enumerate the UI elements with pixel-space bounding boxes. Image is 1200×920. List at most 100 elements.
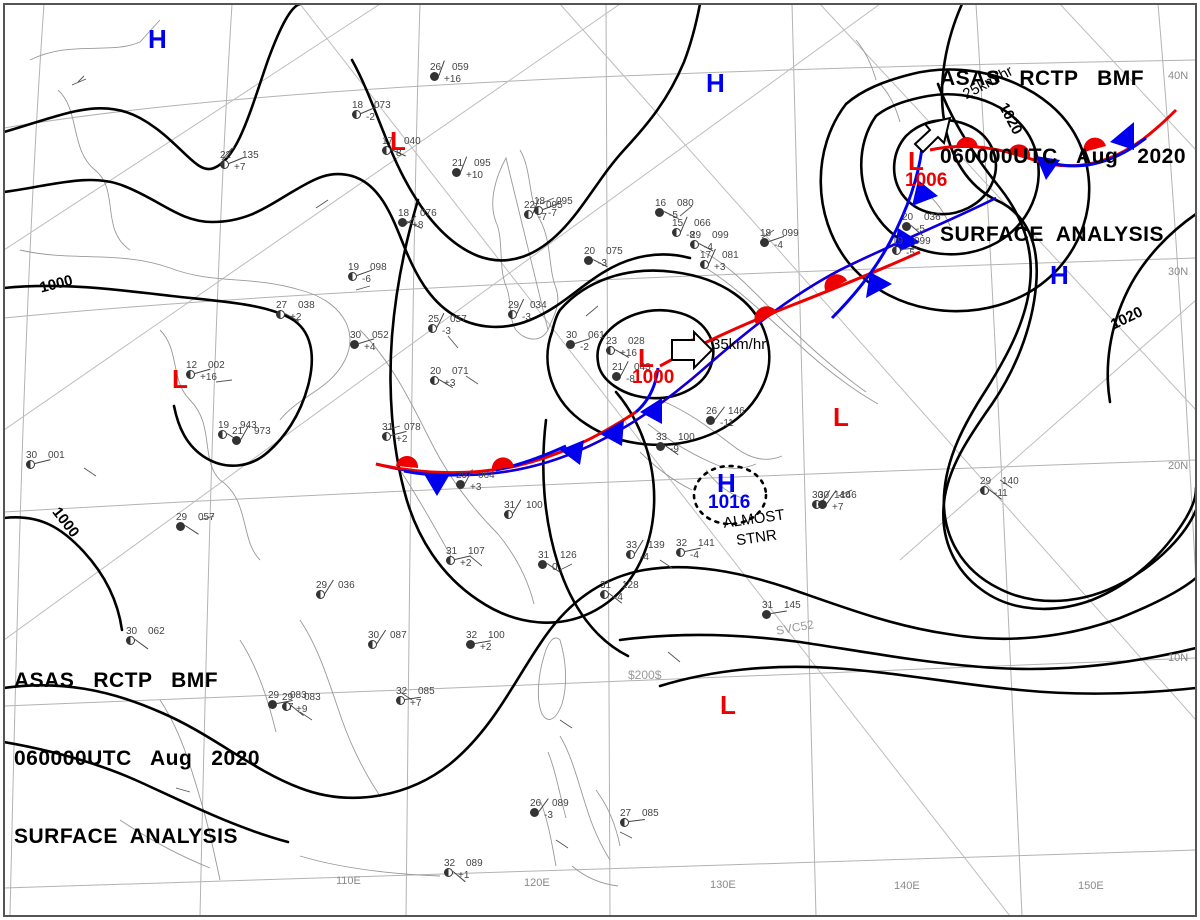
lat-label-10N: 10N [1168, 652, 1189, 664]
station-pressure: 059 [452, 62, 469, 73]
stationary-front-west [375, 410, 637, 496]
station-cloud-cover-icon [892, 246, 901, 255]
station-pressure: 083 [290, 690, 307, 701]
station-cloud-cover-icon [760, 238, 769, 247]
station-cloud-cover-icon [534, 206, 543, 215]
station-cloud-cover-icon [444, 868, 453, 877]
station-temperature: 26 [430, 62, 442, 73]
station-pressure: 083 [304, 692, 321, 703]
station-pressure: 095 [474, 158, 491, 169]
station-temperature: 32 [444, 858, 456, 869]
station-dewpoint: +10 [466, 170, 483, 181]
station-cloud-cover-icon [690, 240, 699, 249]
low-main-pressure: 1006 [905, 170, 948, 191]
station-cloud-cover-icon [584, 256, 593, 265]
stationary-high-circle [692, 464, 768, 526]
station-pressure: 073 [374, 100, 391, 111]
footer-line3: SURFACE ANALYSIS [14, 825, 238, 848]
station-temperature: 31 [762, 600, 774, 611]
station-pressure: 040 [404, 136, 421, 147]
station-temperature: 30 [812, 490, 824, 501]
station-dewpoint: -3 [544, 810, 553, 821]
header-bottom-left: ASAS RCTP BMF 060000UTC Aug 2020 SURFACE… [14, 616, 260, 902]
lat-label-20N: 20N [1168, 460, 1189, 472]
footer-line2: 060000UTC Aug 2020 [14, 747, 260, 770]
station-temperature: 29 [690, 230, 702, 241]
station-cloud-cover-icon [456, 480, 465, 489]
station-temperature: 30 [126, 626, 138, 637]
station-cloud-cover-icon [706, 416, 715, 425]
header-top-right: ASAS RCTP BMF 060000UTC Aug 2020 SURFACE… [940, 14, 1186, 300]
front-central-low [635, 367, 662, 424]
station-cloud-cover-icon [700, 260, 709, 269]
station-cloud-cover-icon [538, 560, 547, 569]
station-cloud-cover-icon [466, 640, 475, 649]
station-cloud-cover-icon [566, 340, 575, 349]
station-temperature: 32 [676, 538, 688, 549]
station-pressure: 036 [924, 212, 941, 223]
station-dewpoint: -5 [906, 248, 915, 259]
station-temperature: 18 [760, 228, 772, 239]
low-marker-main: L [908, 146, 924, 176]
station-cloud-cover-icon [176, 522, 185, 531]
station-pressure: 080 [677, 198, 694, 209]
footer-line1: ASAS RCTP BMF [14, 669, 219, 692]
station-cloud-cover-icon [762, 610, 771, 619]
station-pressure: 146 [834, 490, 851, 501]
low-second-pressure: 1000 [632, 367, 675, 388]
station-cloud-cover-icon [382, 146, 391, 155]
high-marker-east: H [1050, 260, 1069, 290]
low-second-motion: 35km/hr [712, 336, 767, 353]
station-pressure: 099 [712, 230, 729, 241]
station-temperature: 19 [218, 420, 230, 431]
station-cloud-cover-icon [656, 442, 665, 451]
station-pressure: 146 [728, 406, 745, 417]
low-marker-west: L [172, 364, 188, 394]
station-cloud-cover-icon [368, 640, 377, 649]
station-pressure: 002 [208, 360, 225, 371]
station-pressure: 145 [784, 600, 801, 611]
station-temperature: 27 [620, 808, 632, 819]
station-dewpoint: -4 [640, 552, 649, 563]
lon-label-110E: 110E [336, 875, 361, 887]
station-pressure: 141 [698, 538, 715, 549]
station-pressure: 057 [198, 512, 215, 523]
station-cloud-cover-icon [382, 432, 391, 441]
station-temperature: 25 [428, 314, 440, 325]
station-dewpoint: -11 [994, 488, 1008, 499]
station-dewpoint: +2 [290, 312, 302, 323]
station-temperature: 29 [316, 580, 328, 591]
station-temperature: 21 [612, 362, 624, 373]
station-cloud-cover-icon [282, 702, 291, 711]
station-pressure: 076 [420, 208, 437, 219]
lat-label-30N: 30N [1168, 266, 1189, 278]
high-stationary-pressure: 1016 [708, 492, 751, 513]
station-pressure: 973 [254, 426, 271, 437]
station-pressure: 064 [478, 470, 495, 481]
station-temperature: 23 [606, 336, 618, 347]
station-dewpoint: -5 [916, 224, 925, 235]
station-cloud-cover-icon [268, 700, 277, 709]
station-temperature: 32 [466, 630, 478, 641]
station-dewpoint: +2 [480, 642, 492, 653]
station-temperature: 33 [656, 432, 668, 443]
station-pressure: 140 [1002, 476, 1019, 487]
station-temperature: 22 [524, 200, 536, 211]
header-line1: ASAS RCTP BMF [940, 67, 1145, 90]
station-pressure: 057 [450, 314, 467, 325]
lon-label-150E: 150E [1078, 880, 1104, 892]
lon-label-130E: 130E [710, 879, 736, 891]
station-temperature: 18 [352, 100, 364, 111]
station-cloud-cover-icon [606, 346, 615, 355]
station-dewpoint: -8 [686, 230, 695, 241]
station-dewpoint: -2 [366, 112, 375, 123]
station-pressure: 043 [634, 362, 651, 373]
station-pressure: 062 [148, 626, 165, 637]
station-cloud-cover-icon [350, 340, 359, 349]
station-dewpoint: +7 [410, 698, 422, 709]
station-temperature: 31 [504, 500, 516, 511]
station-pressure: 099 [782, 228, 799, 239]
station-dewpoint: -11 [720, 418, 734, 429]
station-pressure: 126 [560, 550, 577, 561]
